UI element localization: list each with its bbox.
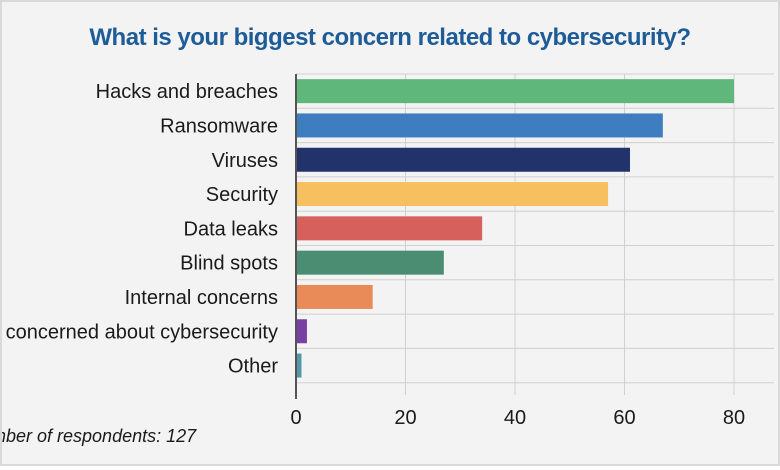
category-label: Ransomware — [160, 115, 278, 137]
bar-chart: Hacks and breaches Ransomware Viruses Secur… — [2, 73, 774, 429]
bar — [296, 353, 302, 378]
x-tick-label: 0 — [290, 407, 301, 429]
bar — [296, 182, 609, 207]
x-tick-label: 40 — [504, 407, 526, 429]
bar — [296, 250, 444, 275]
category-label: Other — [228, 356, 278, 378]
x-tick-label: 20 — [394, 407, 416, 429]
category-label: Blind spots — [180, 253, 278, 275]
bar — [296, 79, 734, 104]
x-tick-label: 60 — [613, 407, 635, 429]
bar — [296, 216, 483, 241]
category-label: Internal concerns — [125, 287, 278, 309]
x-tick-label: 80 — [723, 407, 745, 429]
bar — [296, 284, 373, 309]
respondents-footnote: Number of respondents: 127 — [2, 426, 197, 446]
bar — [296, 319, 307, 344]
category-label: Data leaks — [184, 218, 279, 240]
category-label: Hacks and breaches — [96, 81, 278, 103]
category-label: Security — [206, 184, 278, 206]
bar — [296, 113, 663, 138]
category-label: Not concerned about cybersecurity — [2, 321, 278, 343]
category-label: Viruses — [212, 150, 278, 172]
chart-title: What is your biggest concern related to … — [89, 24, 691, 51]
bar — [296, 147, 630, 172]
